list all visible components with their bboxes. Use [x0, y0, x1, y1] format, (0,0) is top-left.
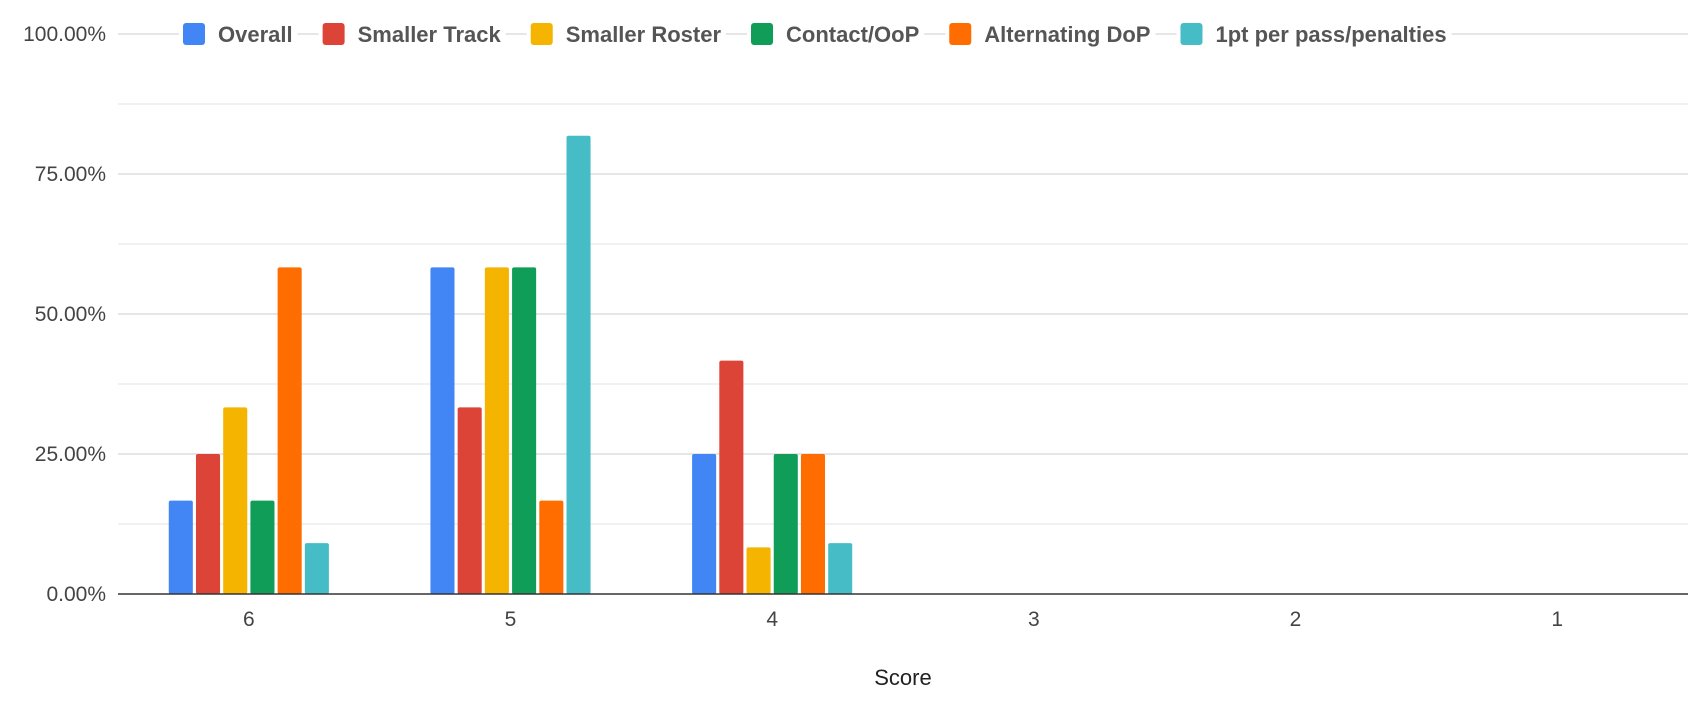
legend-label: 1pt per pass/penalties: [1215, 22, 1446, 47]
bars: [168, 135, 853, 595]
bar: [484, 267, 509, 594]
y-tick-label: 50.00%: [35, 303, 106, 326]
legend-label: Alternating DoP: [984, 22, 1150, 47]
legend-item: 1pt per pass/penalties: [1176, 20, 1452, 48]
bar: [828, 543, 853, 594]
legend-swatch: [751, 23, 774, 45]
bar: [304, 543, 329, 594]
legend-label: Smaller Roster: [566, 22, 722, 47]
legend-item-background: [526, 20, 727, 48]
legend-label: Overall: [218, 22, 293, 47]
legend-item: Alternating DoP: [945, 20, 1156, 48]
legend-swatch: [530, 23, 553, 45]
y-axis-tick-labels: 0.00% 25.00% 50.00% 75.00% 100.00%: [23, 23, 106, 606]
bar: [539, 500, 564, 594]
legend-item: Smaller Track: [318, 20, 506, 48]
bar: [277, 267, 302, 594]
y-tick-label: 75.00%: [35, 163, 106, 186]
x-axis-title: Score: [874, 665, 931, 690]
x-tick-label: 4: [766, 608, 778, 631]
x-tick-label: 5: [505, 608, 517, 631]
legend-item-background: [945, 20, 1156, 48]
legend-item-background: [1176, 20, 1452, 48]
x-tick-label: 3: [1028, 608, 1040, 631]
bar: [457, 407, 482, 594]
x-tick-label: 1: [1551, 608, 1563, 631]
bar: [512, 267, 537, 594]
legend-label: Smaller Track: [358, 22, 502, 47]
x-tick-label: 2: [1290, 608, 1302, 631]
bar: [773, 454, 798, 594]
legend-item-background: [318, 20, 506, 48]
legend-swatch: [183, 23, 205, 45]
gridlines: [118, 33, 1688, 525]
bar: [566, 135, 591, 595]
bar: [800, 454, 826, 594]
y-tick-label: 0.00%: [46, 583, 106, 606]
bar: [195, 454, 221, 594]
x-axis-tick-labels: 6 5 4 3 2 1: [243, 608, 1563, 631]
legend-item-background: [747, 20, 925, 48]
y-tick-label: 25.00%: [35, 443, 106, 466]
legend-item: Overall: [179, 20, 298, 48]
bar: [692, 454, 717, 594]
legend-label: Contact/OoP: [786, 22, 919, 47]
bar: [430, 267, 455, 594]
bar: [719, 360, 744, 594]
x-tick-label: 6: [243, 608, 255, 631]
legend-item: Contact/OoP: [747, 20, 925, 48]
bar: [168, 500, 193, 594]
bar: [746, 547, 771, 594]
legend-swatch: [1180, 23, 1203, 45]
bar: [250, 500, 275, 594]
legend-item: Smaller Roster: [526, 20, 727, 48]
legend-swatch: [322, 23, 345, 45]
y-tick-label: 100.00%: [23, 23, 106, 46]
legend-swatch: [949, 23, 972, 45]
bar: [223, 407, 248, 594]
legend: Overall Smaller Track Smaller Roster Contac…: [179, 20, 1452, 48]
